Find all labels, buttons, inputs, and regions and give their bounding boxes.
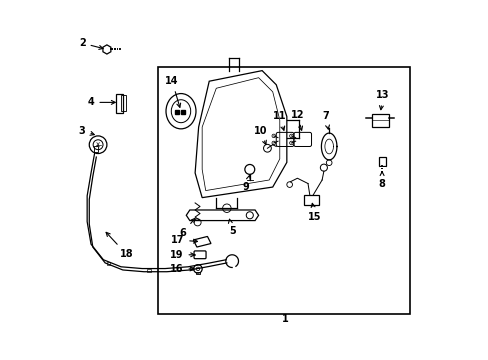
Text: 9: 9 <box>243 176 250 192</box>
Text: 16: 16 <box>170 264 194 274</box>
Bar <box>189 267 193 270</box>
Text: 19: 19 <box>170 250 194 260</box>
Bar <box>378 157 385 166</box>
Bar <box>304 195 318 205</box>
Bar <box>147 269 151 272</box>
Text: 13: 13 <box>375 90 389 110</box>
Text: 4: 4 <box>87 98 115 107</box>
Text: 14: 14 <box>165 76 180 107</box>
Text: 11: 11 <box>272 112 286 130</box>
Text: 5: 5 <box>228 219 235 236</box>
Text: 15: 15 <box>307 203 321 222</box>
Text: 7: 7 <box>322 112 329 129</box>
Bar <box>116 94 122 113</box>
Bar <box>174 110 179 114</box>
Text: 3: 3 <box>79 126 94 136</box>
Bar <box>196 272 199 274</box>
Text: 8: 8 <box>378 172 385 189</box>
Text: 2: 2 <box>79 38 103 49</box>
Bar <box>93 146 98 153</box>
Text: 17: 17 <box>170 235 197 245</box>
Text: 18: 18 <box>106 232 133 259</box>
Text: 12: 12 <box>290 110 304 130</box>
Bar <box>107 262 110 265</box>
Bar <box>158 67 409 314</box>
Bar <box>121 95 126 111</box>
Text: 1: 1 <box>281 314 288 324</box>
Bar <box>371 114 388 127</box>
Bar <box>181 110 185 114</box>
Text: 6: 6 <box>179 219 195 238</box>
Text: 10: 10 <box>253 126 266 144</box>
